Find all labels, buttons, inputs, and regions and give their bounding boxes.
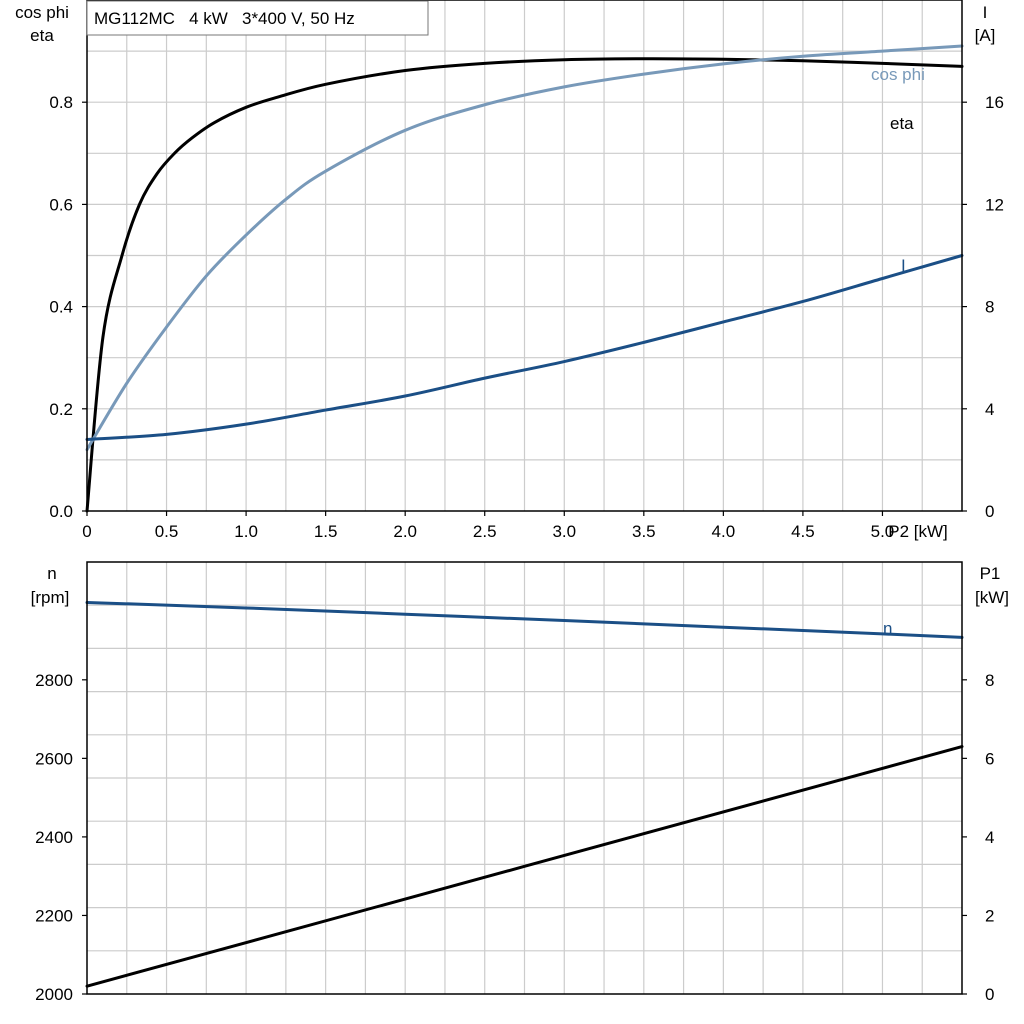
chart-title-box [86,0,429,36]
top-left-tick-label: 0.2 [49,400,73,419]
top-x-tick-label: 5.0 [871,522,895,541]
top-grid [87,0,962,511]
top-x-tick-label: 1.0 [234,522,258,541]
top-right-tick-label: 4 [985,400,994,419]
top-plot-frame [86,0,963,512]
top-right-tick-label: 16 [985,93,1004,112]
top-left-axis-title-line1: cos phi [15,3,69,22]
top-x-tick-label: 2.5 [473,522,497,541]
top-left-tick-label: 0.0 [49,502,73,521]
bottom-right-axis-title-line2: [kW] [975,588,1009,607]
bottom-right-tick-label: 8 [985,671,994,690]
series-label-speed: n [883,619,892,638]
top-right-axis-title-line2: [A] [975,26,996,45]
bottom-left-tick-label: 2800 [35,671,73,690]
bottom-right-tick-label: 2 [985,906,994,925]
bottom-right-tick-label: 0 [985,985,994,1004]
bottom-series-line-right-axis-1 [85,745,964,988]
top-x-tick-label: 0 [82,522,91,541]
top-series-line-cos-phi [85,44,964,452]
bottom-series-line-n [85,600,964,639]
top-series [85,44,964,513]
bottom-grid [87,562,962,994]
top-left-tick-label: 0.4 [49,298,73,317]
top-right-tick-label: 0 [985,502,994,521]
bottom-right-tick-label: 6 [985,749,994,768]
chart-title: MG112MC 4 kW 3*400 V, 50 Hz [94,9,355,28]
top-right-tick-label: 12 [985,195,1004,214]
bottom-right-tick-label: 4 [985,828,994,847]
top-tick-labels: 0.0 0.2 0.4 0.6 0.8 0 4 8 12 16 0 0.5 1.0 1.5 2.0 2.5 3.… [49,93,1004,541]
bottom-left-axis-title-line1: n [47,564,56,583]
bottom-panel: 2000 2200 2400 2600 2800 0 2 4 6 8 n [rpm] P1 [kW… [31,561,1009,1004]
bottom-left-axis-title-line2: [rpm] [31,588,70,607]
bottom-left-tick-label: 2400 [35,828,73,847]
series-label-eta: eta [890,114,914,133]
bottom-left-tick-label: 2200 [35,906,73,925]
bottom-series [85,600,964,988]
bottom-right-axis-title-line1: P1 [980,564,1001,583]
series-label-current: I [901,256,906,275]
top-x-tick-label: 2.0 [393,522,417,541]
top-x-tick-label: 1.5 [314,522,338,541]
bottom-tick-labels: 2000 2200 2400 2600 2800 0 2 4 6 8 [35,671,994,1004]
top-x-tick-label: 3.0 [552,522,576,541]
top-right-axis-title-line1: I [983,3,988,22]
top-x-tick-label: 4.5 [791,522,815,541]
series-label-cos-phi: cos phi [871,65,925,84]
top-panel: 0.0 0.2 0.4 0.6 0.8 0 4 8 12 16 0 0.5 1.0 1.5 2.0 2.5 3.… [15,0,1004,541]
top-series-line-i [85,254,964,441]
bottom-left-tick-label: 2000 [35,985,73,1004]
bottom-left-tick-label: 2600 [35,749,73,768]
top-x-tick-label: 4.0 [712,522,736,541]
top-series-line-eta [85,57,964,513]
bottom-plot-frame [86,561,963,995]
top-right-tick-label: 8 [985,298,994,317]
top-left-tick-label: 0.6 [49,195,73,214]
top-x-tick-label: 0.5 [155,522,179,541]
top-left-axis-title-line2: eta [30,26,54,45]
top-x-axis-title: P2 [kW] [888,522,948,541]
top-x-tick-label: 3.5 [632,522,656,541]
top-left-tick-label: 0.8 [49,93,73,112]
